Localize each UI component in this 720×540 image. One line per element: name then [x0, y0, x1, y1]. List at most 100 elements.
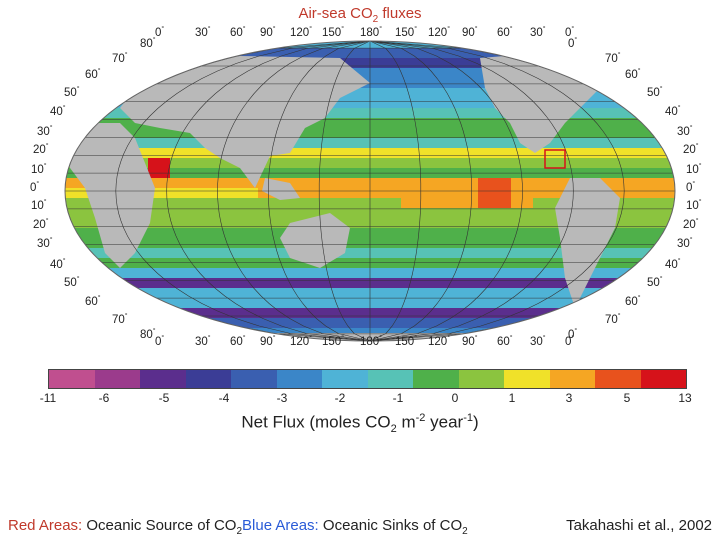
flux-cell: [313, 288, 324, 298]
flux-cell: [489, 178, 500, 188]
flux-cell: [401, 78, 412, 88]
flux-cell: [676, 288, 687, 298]
flux-cell: [632, 108, 643, 118]
flux-cell: [643, 298, 654, 308]
flux-cell: [357, 88, 368, 98]
flux-cell: [511, 308, 522, 318]
flux-cell: [93, 268, 104, 278]
flux-cell: [423, 258, 434, 268]
flux-cell: [126, 41, 137, 48]
flux-cell: [203, 48, 214, 58]
flux-cell: [632, 128, 643, 138]
flux-cell: [632, 238, 643, 248]
flux-cell: [412, 178, 423, 188]
flux-cell: [192, 198, 203, 208]
flux-cell: [225, 208, 236, 218]
flux-cell: [71, 298, 82, 308]
lon-label-top: 60°: [497, 26, 513, 39]
flux-cell: [401, 228, 412, 238]
flux-cell: [159, 58, 170, 68]
flux-cell: [434, 138, 445, 148]
flux-cell: [434, 308, 445, 318]
flux-cell: [291, 278, 302, 288]
flux-cell: [302, 178, 313, 188]
flux-cell: [324, 158, 335, 168]
flux-cell: [159, 188, 170, 198]
flux-cell: [401, 178, 412, 188]
flux-cell: [65, 248, 71, 258]
flux-cell: [346, 48, 357, 58]
flux-cell: [104, 288, 115, 298]
flux-cell: [412, 228, 423, 238]
flux-cell: [489, 188, 500, 198]
flux-cell: [390, 218, 401, 228]
flux-cell: [258, 188, 269, 198]
flux-cell: [247, 228, 258, 238]
flux-cell: [500, 178, 511, 188]
flux-cell: [423, 228, 434, 238]
flux-cell: [170, 298, 181, 308]
flux-cell: [379, 278, 390, 288]
flux-cell: [104, 328, 115, 338]
lon-label-top: 150°: [322, 26, 344, 39]
flux-cell: [478, 178, 489, 188]
flux-cell: [137, 298, 148, 308]
flux-cell: [302, 208, 313, 218]
flux-cell: [357, 218, 368, 228]
flux-cell: [412, 128, 423, 138]
flux-cell: [280, 248, 291, 258]
red-areas-sub: 2: [236, 526, 243, 537]
flux-cell: [181, 238, 192, 248]
flux-cell: [654, 48, 665, 58]
flux-cell: [401, 98, 412, 108]
flux-cell: [500, 248, 511, 258]
flux-cell: [467, 238, 478, 248]
flux-cell: [368, 188, 379, 198]
flux-cell: [632, 198, 643, 208]
flux-cell: [258, 238, 269, 248]
flux-cell: [621, 338, 632, 341]
flux-cell: [599, 338, 610, 341]
flux-cell: [368, 88, 379, 98]
colorbar-segment: [276, 370, 322, 388]
colorbar-tick: 0: [451, 391, 459, 405]
flux-cell: [313, 208, 324, 218]
flux-cell: [401, 48, 412, 58]
cb-label-part: year: [425, 412, 464, 432]
flux-cell: [258, 258, 269, 268]
flux-cell: [379, 318, 390, 328]
flux-cell: [412, 208, 423, 218]
flux-cell: [82, 88, 93, 98]
lat-label-left: 70°: [112, 313, 128, 326]
flux-cell: [555, 318, 566, 328]
flux-cell: [368, 48, 379, 58]
flux-cell: [313, 138, 324, 148]
flux-cell: [621, 248, 632, 258]
flux-cell: [203, 298, 214, 308]
flux-cell: [236, 41, 247, 48]
flux-cell: [346, 118, 357, 128]
flux-cell: [599, 68, 610, 78]
flux-cell: [280, 278, 291, 288]
flux-cell: [203, 208, 214, 218]
flux-cell: [225, 218, 236, 228]
flux-cell: [610, 78, 621, 88]
flux-cell: [533, 238, 544, 248]
lat-label-left: 80°: [140, 328, 156, 341]
flux-cell: [137, 318, 148, 328]
flux-cell: [71, 208, 82, 218]
flux-cell: [280, 198, 291, 208]
flux-cell: [148, 198, 159, 208]
flux-cell: [588, 308, 599, 318]
flux-cell: [71, 218, 82, 228]
flux-cell: [390, 228, 401, 238]
flux-cell: [137, 278, 148, 288]
flux-cell: [588, 148, 599, 158]
flux-cell: [82, 218, 93, 228]
flux-cell: [665, 298, 675, 308]
flux-cell: [423, 118, 434, 128]
flux-cell: [269, 198, 280, 208]
flux-cell: [324, 268, 335, 278]
flux-cell: [467, 308, 478, 318]
flux-cell: [82, 338, 93, 341]
